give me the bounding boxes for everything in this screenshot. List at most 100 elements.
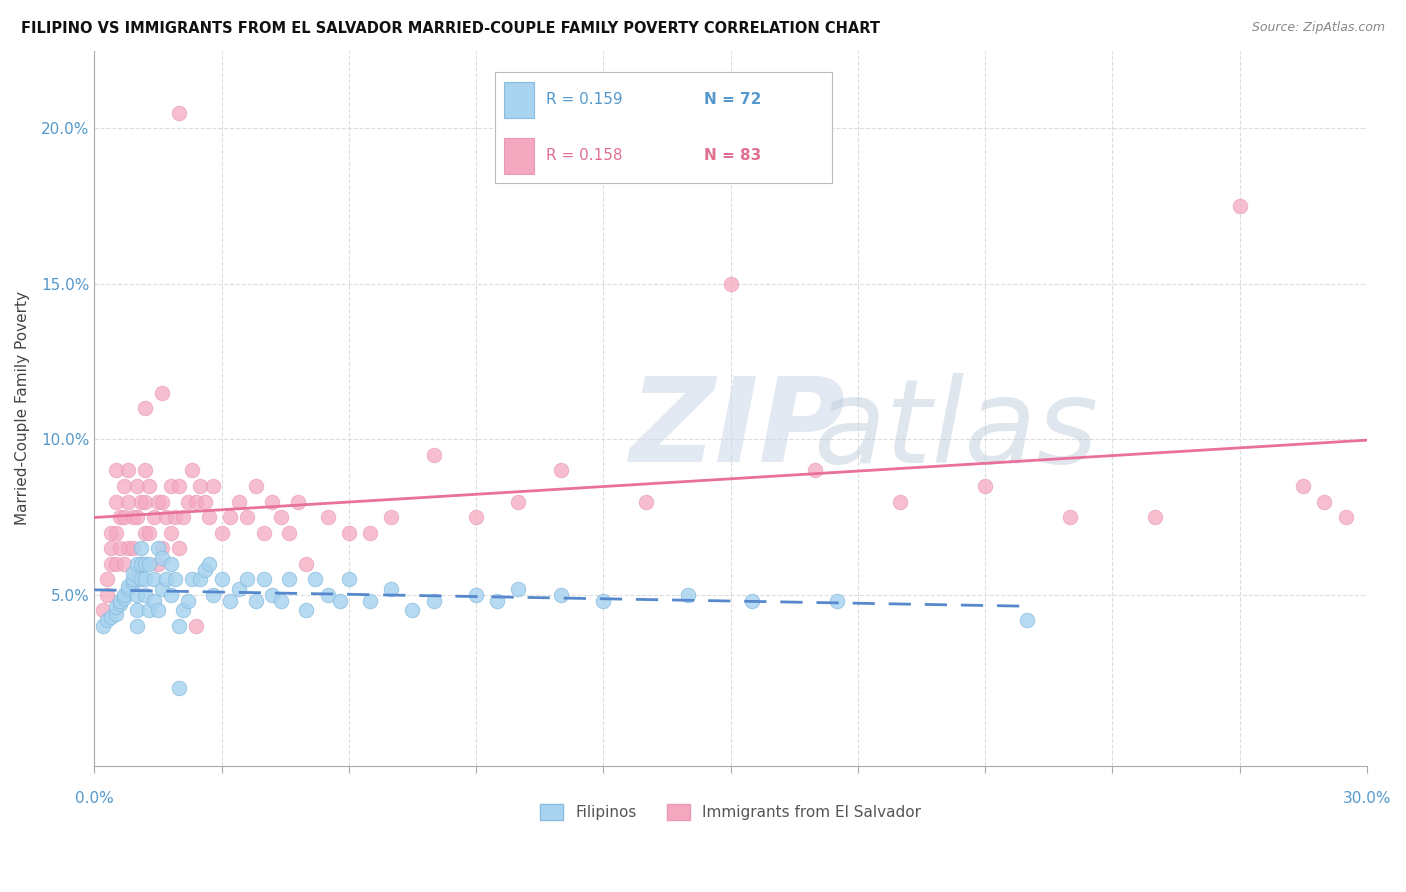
Point (100, 525, 122, 540)
Text: atlas: atlas (813, 373, 1098, 487)
Point (211, 525, 233, 540)
Point (155, 510, 177, 524)
Point (825, 594, 848, 608)
Point (486, 594, 509, 608)
Point (138, 557, 160, 571)
Text: 30.0%: 30.0% (1343, 791, 1391, 805)
Point (1017, 613, 1039, 627)
Point (172, 510, 194, 524)
Point (1143, 510, 1166, 524)
Point (198, 510, 221, 524)
Point (550, 588, 572, 602)
Point (316, 510, 339, 524)
Point (138, 603, 160, 617)
Point (186, 494, 208, 508)
Point (508, 494, 530, 508)
Point (304, 572, 326, 586)
Point (329, 594, 352, 608)
Point (129, 541, 152, 556)
Point (159, 588, 181, 602)
Point (104, 600, 127, 615)
Point (159, 557, 181, 571)
Point (190, 572, 212, 586)
Point (100, 609, 122, 624)
Point (270, 594, 292, 608)
Point (202, 588, 225, 602)
Point (202, 479, 225, 493)
Point (508, 582, 530, 596)
Point (422, 448, 444, 462)
Text: Source: ZipAtlas.com: Source: ZipAtlas.com (1251, 21, 1385, 35)
Point (121, 572, 143, 586)
Point (125, 572, 148, 586)
Point (129, 557, 152, 571)
Point (176, 494, 198, 508)
Point (117, 582, 139, 596)
Point (150, 494, 173, 508)
Point (117, 541, 139, 556)
Point (150, 541, 173, 556)
Point (112, 557, 135, 571)
Point (121, 575, 143, 590)
Text: ZIP: ZIP (628, 372, 845, 487)
Point (278, 572, 301, 586)
Point (167, 479, 190, 493)
Point (146, 603, 169, 617)
Point (167, 681, 190, 695)
Point (245, 479, 267, 493)
Point (146, 541, 169, 556)
Point (190, 479, 212, 493)
Point (134, 401, 156, 416)
Point (108, 597, 131, 611)
Point (96, 588, 118, 602)
Point (150, 582, 173, 596)
Point (194, 563, 217, 577)
Point (253, 525, 276, 540)
Point (295, 557, 318, 571)
Point (108, 510, 131, 524)
Point (129, 572, 152, 586)
Point (245, 594, 267, 608)
Point (337, 572, 360, 586)
Point (316, 588, 339, 602)
Point (194, 494, 217, 508)
Point (219, 594, 242, 608)
Point (262, 588, 284, 602)
Point (163, 510, 186, 524)
Point (359, 594, 381, 608)
Point (465, 588, 488, 602)
Point (1334, 510, 1357, 524)
Point (142, 594, 165, 608)
Point (129, 494, 152, 508)
Point (172, 603, 194, 617)
Point (104, 525, 127, 540)
Point (125, 557, 148, 571)
Legend: Filipinos, Immigrants from El Salvador: Filipinos, Immigrants from El Salvador (534, 798, 928, 826)
Point (125, 603, 148, 617)
Point (401, 603, 423, 617)
Point (112, 510, 135, 524)
Point (104, 557, 127, 571)
Point (219, 510, 242, 524)
Point (155, 572, 177, 586)
Point (278, 525, 301, 540)
Point (112, 479, 135, 493)
Point (422, 594, 444, 608)
Point (121, 510, 143, 524)
Point (112, 588, 135, 602)
Point (270, 510, 292, 524)
Point (337, 525, 360, 540)
Point (287, 494, 309, 508)
Point (134, 588, 156, 602)
Point (91, 603, 114, 617)
Point (125, 588, 148, 602)
Point (125, 619, 148, 633)
Point (121, 541, 143, 556)
Point (974, 479, 997, 493)
Point (889, 494, 911, 508)
Point (380, 582, 402, 596)
Point (134, 525, 156, 540)
Point (359, 525, 381, 540)
Point (104, 463, 127, 477)
Point (550, 463, 572, 477)
